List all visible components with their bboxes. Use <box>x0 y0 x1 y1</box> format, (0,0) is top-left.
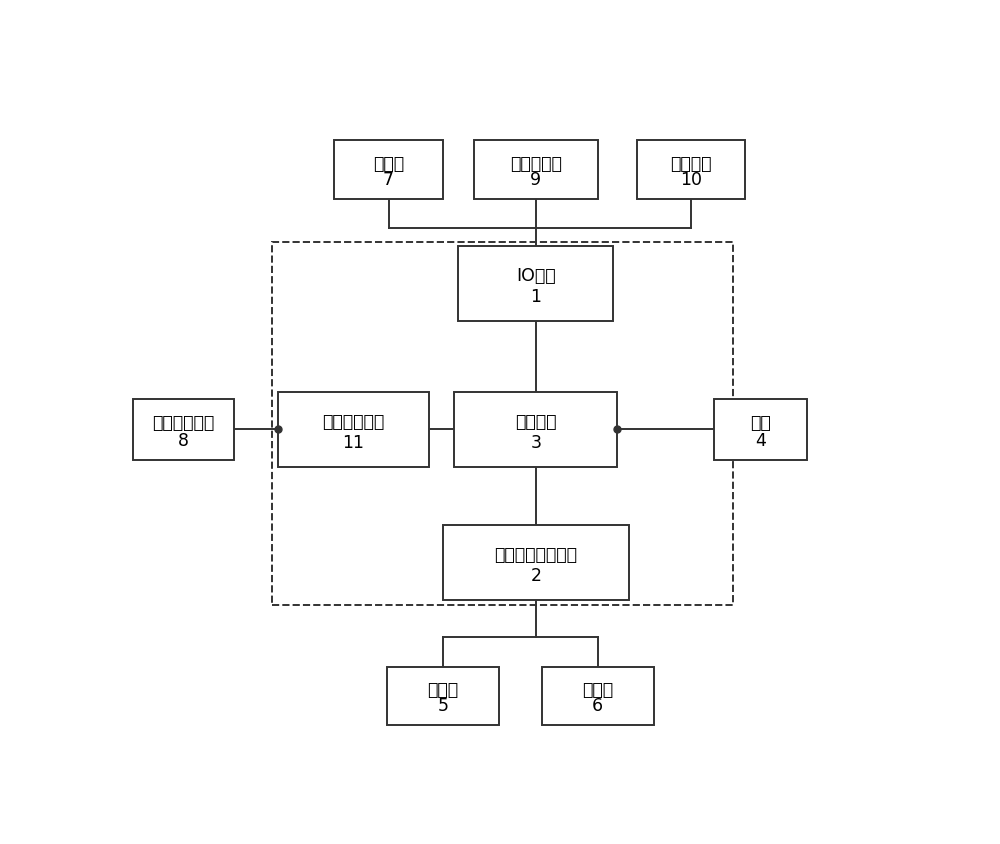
Bar <box>458 246 613 321</box>
Text: 8: 8 <box>178 431 189 450</box>
Text: 11: 11 <box>343 434 365 452</box>
Text: 2: 2 <box>530 567 541 585</box>
Text: 显示屏: 显示屏 <box>582 681 613 699</box>
Text: 语音功放模块: 语音功放模块 <box>322 413 385 431</box>
Text: 语音播放设备: 语音播放设备 <box>152 414 214 432</box>
Text: 6: 6 <box>592 697 603 716</box>
Text: 红外对射器: 红外对射器 <box>510 154 562 173</box>
Text: 5: 5 <box>437 697 448 716</box>
Bar <box>637 140 745 198</box>
Text: 4: 4 <box>755 431 766 450</box>
Bar <box>474 140 598 198</box>
Text: 地磅: 地磅 <box>750 414 771 432</box>
Bar <box>334 140 443 198</box>
Bar <box>443 525 629 600</box>
Bar <box>272 242 733 605</box>
Text: IO模块: IO模块 <box>516 267 556 284</box>
Text: 1: 1 <box>530 288 541 306</box>
Text: 7: 7 <box>383 171 394 189</box>
Bar <box>278 392 429 467</box>
Text: 摄像头: 摄像头 <box>427 681 458 699</box>
Text: 主控模块: 主控模块 <box>515 413 556 431</box>
Bar <box>133 398 234 460</box>
Text: 地感线圈: 地感线圈 <box>670 154 712 173</box>
Text: 10: 10 <box>680 171 702 189</box>
Text: 9: 9 <box>530 171 541 189</box>
Bar <box>387 667 499 725</box>
Bar <box>454 392 617 467</box>
Bar <box>542 667 654 725</box>
Text: 指示灯: 指示灯 <box>373 154 404 173</box>
Bar <box>714 398 807 460</box>
Text: 3: 3 <box>530 434 541 452</box>
Text: 交换机路由器模块: 交换机路由器模块 <box>494 546 577 565</box>
